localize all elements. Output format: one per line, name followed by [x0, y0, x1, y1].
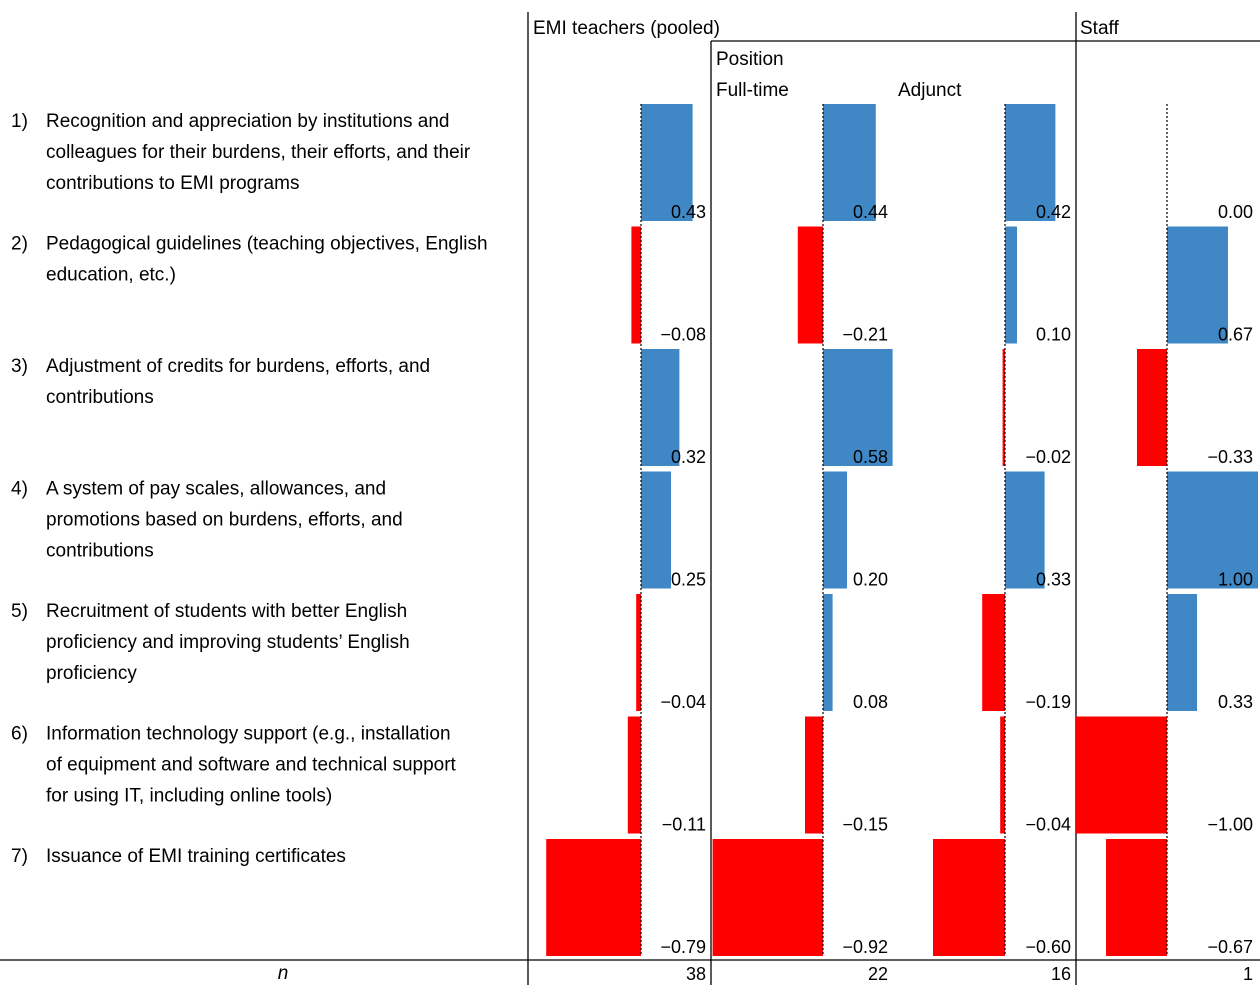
bar-staff-5 [1167, 594, 1198, 711]
bar-fulltime-3 [823, 349, 893, 466]
header-adjunct: Adjunct [898, 80, 962, 101]
row-labels: 1) Recognition and appreciation by instit… [11, 111, 488, 867]
n-value-staff: 1 [1243, 964, 1253, 984]
value-label-pooled-2: −0.08 [660, 325, 706, 345]
bar-staff-3 [1136, 349, 1167, 466]
value-label-fulltime-2: −0.21 [842, 325, 888, 345]
row-label-line: promotions based on burdens, efforts, an… [46, 510, 403, 531]
bar-pooled-7 [546, 839, 641, 956]
row-number: 1) [11, 111, 28, 132]
bar-fulltime-6 [805, 716, 823, 834]
bar-adjunct-2 [1005, 226, 1017, 344]
row-label-line: contributions [46, 387, 154, 408]
value-label-adjunct-3: −0.02 [1025, 447, 1071, 467]
row-label-line: contributions [46, 541, 154, 562]
n-row: n 38 22 16 1 [278, 963, 1253, 984]
value-label-staff-5: 0.33 [1218, 692, 1253, 712]
header-position: Position [716, 49, 784, 70]
bars [546, 104, 1258, 956]
value-label-adjunct-6: −0.04 [1025, 815, 1071, 835]
value-label-fulltime-4: 0.20 [853, 570, 888, 590]
row-label-line: colleagues for their burdens, their effo… [46, 142, 471, 163]
row-label-line: A system of pay scales, allowances, and [46, 479, 386, 500]
row-number: 7) [11, 846, 28, 867]
bar-staff-6 [1076, 716, 1167, 834]
bar-fulltime-7 [712, 839, 823, 956]
bar-adjunct-7 [933, 839, 1005, 956]
bar-adjunct-4 [1005, 471, 1045, 589]
zero-axes [640, 104, 1168, 956]
value-label-staff-1: 0.00 [1218, 202, 1253, 222]
value-label-staff-2: 0.67 [1218, 325, 1253, 345]
bar-fulltime-2 [797, 226, 823, 344]
n-value-adjunct: 16 [1051, 964, 1071, 984]
value-label-pooled-5: −0.04 [660, 692, 706, 712]
value-labels: 0.43 −0.08 0.32 0.25 −0.04 −0.11 −0.79 0.44 −0.2… [660, 202, 1253, 957]
value-label-staff-7: −0.67 [1207, 937, 1253, 957]
row-label-line: Recruitment of students with better Engl… [46, 601, 407, 622]
row-label-line: Pedagogical guidelines (teaching objecti… [46, 234, 488, 255]
bar-pooled-3 [641, 349, 680, 466]
value-label-fulltime-5: 0.08 [853, 692, 888, 712]
value-label-pooled-1: 0.43 [671, 202, 706, 222]
n-label: n [278, 963, 289, 984]
value-label-adjunct-2: 0.10 [1036, 325, 1071, 345]
row-label-line: Issuance of EMI training certificates [46, 846, 346, 867]
row-number: 5) [11, 601, 28, 622]
value-label-pooled-3: 0.32 [671, 447, 706, 467]
n-value-fulltime: 22 [868, 964, 888, 984]
row-label-line: Adjustment of credits for burdens, effor… [46, 356, 430, 377]
row-number: 2) [11, 234, 28, 255]
header-staff: Staff [1080, 18, 1119, 39]
row-label-line: proficiency [46, 663, 137, 684]
row-number: 4) [11, 479, 28, 500]
n-value-pooled: 38 [686, 964, 706, 984]
bar-pooled-5 [636, 594, 641, 711]
header-pooled: EMI teachers (pooled) [533, 18, 720, 39]
value-label-fulltime-6: −0.15 [842, 815, 888, 835]
value-label-fulltime-3: 0.58 [853, 447, 888, 467]
row-number: 3) [11, 356, 28, 377]
value-label-adjunct-4: 0.33 [1036, 570, 1071, 590]
value-label-pooled-4: 0.25 [671, 570, 706, 590]
bar-adjunct-1 [1005, 104, 1056, 221]
row-label-line: proficiency and improving students’ Engl… [46, 632, 410, 653]
row-label-line: education, etc.) [46, 265, 176, 286]
bar-adjunct-5 [982, 594, 1005, 711]
value-label-adjunct-1: 0.42 [1036, 202, 1071, 222]
value-label-fulltime-1: 0.44 [853, 202, 888, 222]
bar-pooled-4 [641, 471, 671, 589]
header-fulltime: Full-time [716, 80, 789, 101]
row-label-line: Recognition and appreciation by institut… [46, 111, 450, 132]
bar-fulltime-5 [823, 594, 833, 711]
value-label-pooled-6: −0.11 [662, 815, 706, 835]
row-label-line: contributions to EMI programs [46, 173, 299, 194]
value-label-fulltime-7: −0.92 [842, 937, 888, 957]
bar-staff-2 [1167, 226, 1228, 344]
value-label-adjunct-5: −0.19 [1025, 692, 1071, 712]
bar-pooled-6 [627, 716, 641, 834]
bar-pooled-2 [631, 226, 641, 344]
value-label-staff-4: 1.00 [1218, 570, 1253, 590]
value-label-staff-3: −0.33 [1207, 447, 1253, 467]
row-label-line: Information technology support (e.g., in… [46, 724, 451, 745]
value-label-staff-6: −1.00 [1207, 815, 1253, 835]
row-label-line: of equipment and software and technical … [46, 755, 457, 776]
bar-adjunct-6 [1000, 716, 1005, 834]
bar-fulltime-1 [823, 104, 876, 221]
row-number: 6) [11, 724, 28, 745]
bar-fulltime-4 [823, 471, 847, 589]
bar-staff-4 [1167, 471, 1258, 589]
row-label-line: for using IT, including online tools) [46, 786, 332, 807]
column-headers: EMI teachers (pooled) Staff Position Ful… [533, 18, 1119, 101]
bar-pooled-1 [641, 104, 693, 221]
value-label-pooled-7: −0.79 [660, 937, 706, 957]
bar-staff-7 [1106, 839, 1167, 956]
value-label-adjunct-7: −0.60 [1025, 937, 1071, 957]
bar-adjunct-3 [1002, 349, 1005, 466]
